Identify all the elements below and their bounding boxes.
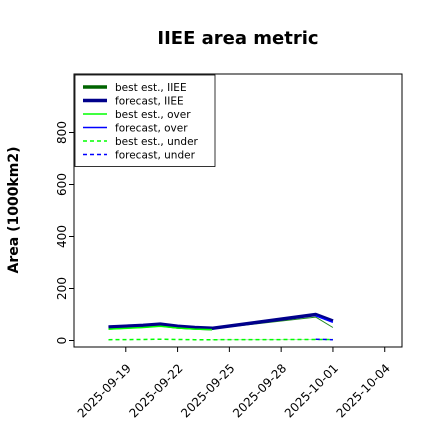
legend-label: best est., IIEE — [115, 82, 187, 94]
y-tick-label: 0 — [55, 337, 69, 345]
legend-label: best est., under — [115, 136, 199, 148]
plot-frame — [73, 73, 403, 348]
chart-title: IIEE area metric — [157, 28, 318, 49]
x-tick-label: 2025-10-01 — [282, 361, 341, 420]
series-line-5 — [108, 338, 333, 341]
y-tick-label: 400 — [55, 225, 69, 248]
series-line-4 — [315, 315, 334, 324]
legend-label: best est., over — [115, 109, 191, 121]
y-tick-label: 200 — [55, 277, 69, 300]
y-tick-label: 800 — [55, 121, 69, 144]
x-ticks: 2025-09-192025-09-222025-09-252025-09-28… — [75, 347, 393, 420]
y-ticks: 0 200 400 600 800 — [55, 121, 74, 344]
x-tick-label: 2025-09-22 — [126, 361, 185, 420]
series-layer — [108, 312, 334, 341]
y-tick-label: 600 — [55, 173, 69, 196]
legend-label: forecast, IIEE — [115, 96, 184, 108]
x-tick-label: 2025-10-04 — [334, 361, 393, 420]
series-line-2 — [108, 312, 334, 331]
series-line-3 — [108, 325, 213, 331]
legend-label: forecast, under — [115, 150, 196, 162]
series-line-6 — [315, 338, 333, 341]
x-tick-label: 2025-09-25 — [178, 361, 237, 420]
x-tick-label: 2025-09-19 — [75, 361, 134, 420]
legend-box — [74, 74, 216, 167]
legend-label: forecast, over — [115, 123, 188, 135]
x-tick-label: 2025-09-28 — [230, 361, 289, 420]
y-axis-label: Area (1000km2) — [6, 147, 22, 274]
